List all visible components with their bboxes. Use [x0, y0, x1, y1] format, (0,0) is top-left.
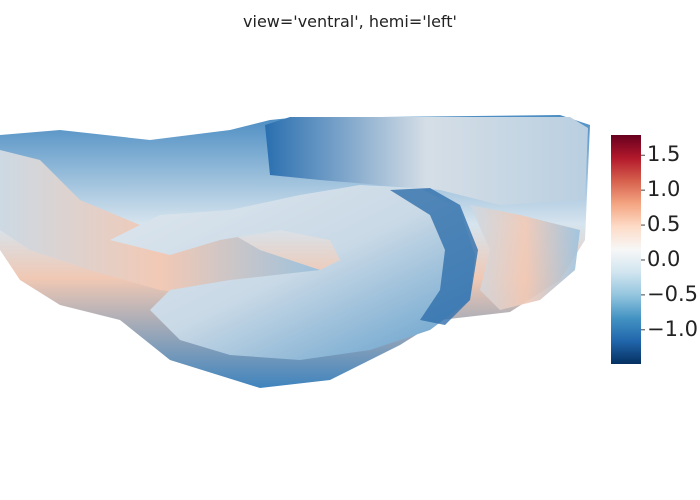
- chart-title: view='ventral', hemi='left': [243, 12, 457, 31]
- colorbar-tick-label: 1.0: [647, 177, 680, 201]
- colorbar-tick-label: 0.5: [647, 212, 680, 236]
- brain-surface: [0, 115, 590, 388]
- colorbar-tick-label: 0.0: [647, 247, 680, 271]
- colorbar-tick-label: −1.0: [647, 317, 698, 341]
- colorbar: [611, 135, 641, 364]
- colorbar-tick-label: 1.5: [647, 142, 680, 166]
- colorbar-tick-label: −0.5: [647, 282, 698, 306]
